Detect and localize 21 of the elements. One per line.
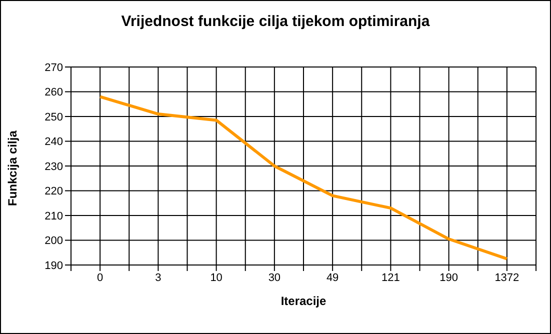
x-tick-label: 49 [326,272,339,284]
x-tick-label: 1372 [494,272,520,284]
line-series [98,95,508,260]
x-tick-label: 190 [440,272,458,284]
y-tick-label: 250 [44,111,63,124]
x-tick-label: 0 [97,272,104,284]
y-tick-label: 200 [44,235,63,248]
x-tick-label: 30 [268,272,281,284]
x-tick-label: 10 [210,272,222,284]
y-tick-label: 270 [44,62,63,74]
y-axis-title: Funkcija cilja [5,130,20,206]
x-axis-title: Iteracije [280,294,326,308]
x-tick-label: 121 [382,272,400,284]
chart-title: Vrijednost funkcije cilja tijekom optimiranja [120,13,431,30]
y-tick-label: 220 [44,186,63,198]
y-tick-label: 210 [44,210,63,222]
y-tick-label: 240 [44,136,63,148]
x-tick-label: 3 [155,272,162,284]
y-tick-label: 260 [44,86,63,99]
y-tick-label: 190 [44,260,63,272]
y-tick-label: 230 [44,160,63,173]
